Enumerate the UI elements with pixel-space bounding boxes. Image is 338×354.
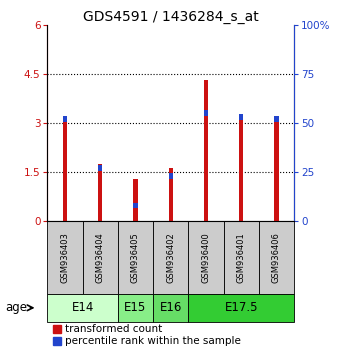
Text: age: age [6, 301, 28, 314]
Bar [204, 80, 208, 221]
Bar [188, 293, 294, 322]
Bar [239, 116, 243, 221]
Bar [169, 168, 173, 221]
Bar [98, 164, 102, 221]
Bar [63, 116, 67, 221]
Bar [47, 221, 82, 293]
Bar [47, 293, 118, 322]
Text: GSM936406: GSM936406 [272, 232, 281, 283]
Bar [223, 221, 259, 293]
Text: E14: E14 [71, 301, 94, 314]
Bar [188, 221, 223, 293]
Title: GDS4591 / 1436284_s_at: GDS4591 / 1436284_s_at [83, 10, 259, 24]
Bar [274, 116, 279, 122]
Text: E16: E16 [160, 301, 182, 314]
Text: E17.5: E17.5 [224, 301, 258, 314]
Legend: transformed count, percentile rank within the sample: transformed count, percentile rank withi… [52, 324, 241, 347]
Bar [169, 173, 173, 179]
Text: GSM936404: GSM936404 [96, 232, 105, 283]
Bar [63, 116, 67, 122]
Bar [153, 221, 188, 293]
Bar [133, 202, 138, 209]
Bar [118, 293, 153, 322]
Bar [133, 179, 138, 221]
Bar [98, 165, 102, 171]
Text: GSM936403: GSM936403 [61, 232, 69, 283]
Bar [118, 221, 153, 293]
Bar [259, 221, 294, 293]
Text: GSM936402: GSM936402 [166, 232, 175, 283]
Bar [153, 293, 188, 322]
Bar [82, 221, 118, 293]
Text: E15: E15 [124, 301, 147, 314]
Bar [204, 110, 208, 116]
Text: GSM936405: GSM936405 [131, 232, 140, 283]
Text: GSM936400: GSM936400 [201, 232, 211, 283]
Text: GSM936401: GSM936401 [237, 232, 246, 283]
Bar [239, 114, 243, 120]
Bar [274, 116, 279, 221]
